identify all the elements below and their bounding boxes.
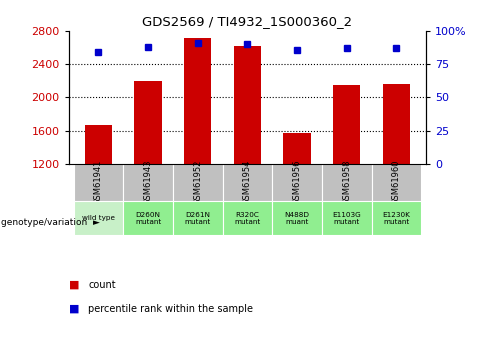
Text: GSM61952: GSM61952: [193, 160, 202, 205]
Text: count: count: [88, 280, 116, 289]
Bar: [333, 85, 361, 164]
Bar: [134, 81, 162, 164]
Bar: [383, 84, 410, 164]
Bar: [284, 133, 311, 164]
Text: E1103G
mutant: E1103G mutant: [332, 211, 361, 225]
Text: genotype/variation  ►: genotype/variation ►: [1, 218, 100, 227]
Bar: [272, 201, 322, 235]
Text: percentile rank within the sample: percentile rank within the sample: [88, 304, 253, 314]
Text: D261N
mutant: D261N mutant: [185, 211, 211, 225]
Bar: [272, 164, 322, 201]
Bar: [222, 201, 272, 235]
Text: E1230K
mutant: E1230K mutant: [383, 211, 411, 225]
Text: D260N
mutant: D260N mutant: [135, 211, 161, 225]
Bar: [173, 201, 222, 235]
Bar: [74, 164, 123, 201]
Bar: [123, 201, 173, 235]
Text: GSM61943: GSM61943: [144, 160, 152, 205]
Text: GSM61941: GSM61941: [94, 160, 103, 205]
Bar: [173, 164, 222, 201]
Text: GSM61956: GSM61956: [293, 160, 302, 205]
Text: wild type: wild type: [82, 215, 115, 221]
Text: R320C
mutant: R320C mutant: [234, 211, 261, 225]
Text: GSM61960: GSM61960: [392, 160, 401, 205]
Text: N488D
muant: N488D muant: [285, 211, 310, 225]
Text: ■: ■: [69, 280, 79, 289]
Bar: [74, 201, 123, 235]
Bar: [123, 164, 173, 201]
Text: GSM61958: GSM61958: [343, 160, 351, 205]
Bar: [371, 164, 421, 201]
Bar: [322, 164, 371, 201]
Bar: [85, 125, 112, 164]
Text: GSM61954: GSM61954: [243, 160, 252, 205]
Title: GDS2569 / TI4932_1S000360_2: GDS2569 / TI4932_1S000360_2: [143, 16, 352, 29]
Bar: [322, 201, 371, 235]
Bar: [184, 38, 211, 164]
Bar: [222, 164, 272, 201]
Text: ■: ■: [69, 304, 79, 314]
Bar: [234, 46, 261, 164]
Bar: [371, 201, 421, 235]
